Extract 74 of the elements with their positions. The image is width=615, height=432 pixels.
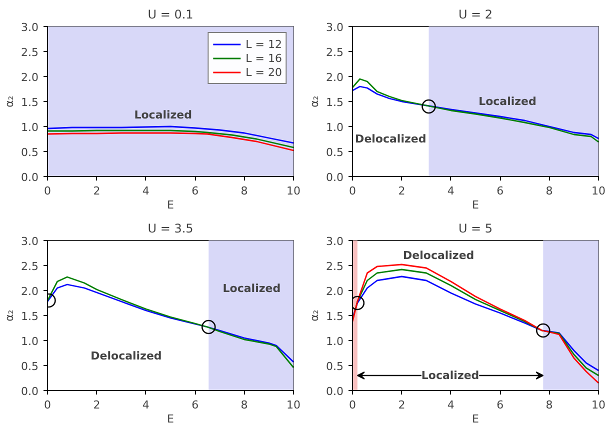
x-tick-label: 8 xyxy=(546,184,553,198)
x-tick-label: 6 xyxy=(192,398,199,412)
y-tick-label: 0.5 xyxy=(21,146,39,159)
x-axis-title: E xyxy=(167,412,174,426)
x-tick-label: 2 xyxy=(93,398,100,412)
annotation: Delocalized xyxy=(355,132,426,146)
y-tick-label: 0.5 xyxy=(326,360,344,373)
y-tick-label: 1.0 xyxy=(326,121,344,134)
x-tick-label: 4 xyxy=(447,184,454,198)
x-tick-label: 4 xyxy=(142,184,150,198)
y-tick-label: 2.5 xyxy=(21,260,39,273)
chart-title: U = 2 xyxy=(458,8,493,22)
x-tick-label: 2 xyxy=(398,398,406,412)
chart-title: U = 0.1 xyxy=(148,8,194,22)
annotation: Delocalized xyxy=(90,350,162,362)
y-tick-label: 1.0 xyxy=(21,121,39,134)
y-tick-label: 2.0 xyxy=(326,285,344,298)
y-tick-label: 3.0 xyxy=(326,21,344,34)
y-tick-label: 0.5 xyxy=(21,360,39,373)
x-tick-label: 0 xyxy=(349,184,356,198)
y-tick-label: 1.5 xyxy=(21,310,39,323)
y-tick-label: 0.0 xyxy=(21,171,39,184)
chart-title: U = 3.5 xyxy=(148,222,194,236)
legend-label: L = 16 xyxy=(246,51,282,65)
y-tick-label: 2.0 xyxy=(21,71,39,84)
y-tick-label: 0.0 xyxy=(21,385,39,398)
x-tick-label: 0 xyxy=(44,398,51,412)
annotation: Localized xyxy=(134,108,192,122)
x-tick-label: 0 xyxy=(44,184,51,198)
x-axis-title: E xyxy=(472,198,480,212)
annotation: Localized xyxy=(478,95,536,108)
x-tick-label: 10 xyxy=(286,398,300,412)
x-tick-label: 8 xyxy=(546,398,553,412)
x-tick-label: 4 xyxy=(142,398,150,412)
y-axis-title: α₂ xyxy=(3,96,16,108)
x-tick-label: 2 xyxy=(398,184,406,198)
annotation: Localized xyxy=(222,282,281,295)
legend-label: L = 20 xyxy=(246,65,282,79)
x-tick-label: 10 xyxy=(286,184,300,198)
x-tick-label: 2 xyxy=(93,184,100,198)
y-tick-label: 0.0 xyxy=(326,385,344,398)
y-tick-label: 2.0 xyxy=(326,71,344,84)
y-tick-label: 1.5 xyxy=(326,96,344,109)
y-tick-label: 3.0 xyxy=(21,21,39,34)
x-tick-label: 10 xyxy=(592,184,606,198)
y-tick-label: 2.5 xyxy=(326,46,344,59)
y-tick-label: 3.0 xyxy=(326,235,344,248)
annotation: Delocalized xyxy=(403,249,474,262)
x-tick-label: 10 xyxy=(592,398,606,412)
x-tick-label: 0 xyxy=(349,398,356,412)
x-tick-label: 4 xyxy=(447,398,454,412)
y-tick-label: 1.0 xyxy=(326,335,344,348)
x-tick-label: 6 xyxy=(496,184,504,198)
annotation: Localized xyxy=(421,369,480,382)
x-tick-label: 8 xyxy=(240,184,248,198)
x-tick-label: 8 xyxy=(240,398,248,412)
x-tick-label: 6 xyxy=(496,398,504,412)
y-tick-label: 1.5 xyxy=(21,96,39,109)
y-tick-label: 3.0 xyxy=(21,235,39,248)
y-axis-title: α₂ xyxy=(308,96,322,108)
y-axis-title: α₂ xyxy=(308,310,322,322)
x-axis-title: E xyxy=(167,198,174,212)
y-tick-label: 0.0 xyxy=(326,171,344,184)
y-tick-label: 2.0 xyxy=(21,285,39,298)
y-tick-label: 1.0 xyxy=(21,335,39,348)
y-tick-label: 1.5 xyxy=(326,310,344,323)
x-axis-title: E xyxy=(472,412,480,426)
y-axis-title: α₂ xyxy=(3,310,16,322)
y-tick-label: 0.5 xyxy=(326,146,344,159)
x-tick-label: 6 xyxy=(192,184,199,198)
y-tick-label: 2.5 xyxy=(326,260,344,273)
legend-label: L = 12 xyxy=(246,37,282,51)
chart-title: U = 5 xyxy=(458,222,493,236)
y-tick-label: 2.5 xyxy=(21,46,39,59)
